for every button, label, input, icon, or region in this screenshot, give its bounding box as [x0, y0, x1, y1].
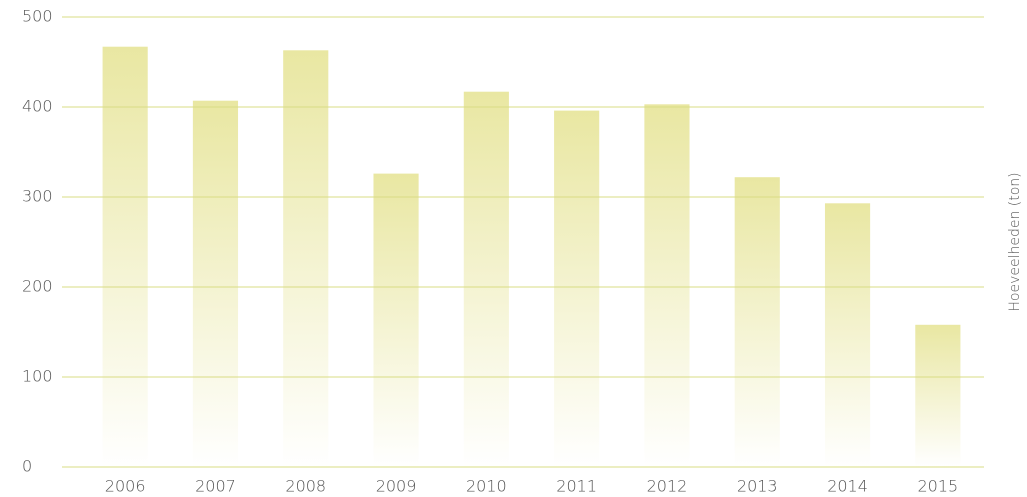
y-axis-label: Hoeveelheden (ton): [1007, 172, 1023, 311]
bar: [192, 100, 239, 467]
bar: [915, 324, 961, 467]
x-tick-label: 2013: [737, 477, 778, 496]
x-tick-label: 2014: [827, 477, 868, 496]
bar: [554, 110, 600, 467]
x-tick-label: 2006: [105, 477, 146, 496]
y-tick-label: 400: [22, 97, 53, 116]
y-tick-label: 100: [22, 367, 53, 386]
y-tick-label: 500: [22, 7, 53, 26]
x-tick-label: 2015: [917, 477, 958, 496]
bar: [373, 173, 419, 467]
x-tick-label: 2009: [376, 477, 417, 496]
bar: [644, 104, 690, 468]
x-tick-label: 2010: [466, 477, 507, 496]
x-tick-label: 2008: [285, 477, 326, 496]
bar: [283, 50, 329, 468]
x-tick-label: 2007: [195, 477, 236, 496]
y-tick-label: 200: [22, 277, 53, 296]
x-tick-label: 2012: [647, 477, 688, 496]
y-tick-label: 300: [22, 187, 53, 206]
bar: [734, 177, 780, 467]
y-tick-label: 0: [22, 457, 32, 476]
bar: [102, 46, 148, 467]
bar: [824, 203, 871, 468]
x-tick-label: 2011: [556, 477, 597, 496]
bar: [463, 91, 509, 467]
